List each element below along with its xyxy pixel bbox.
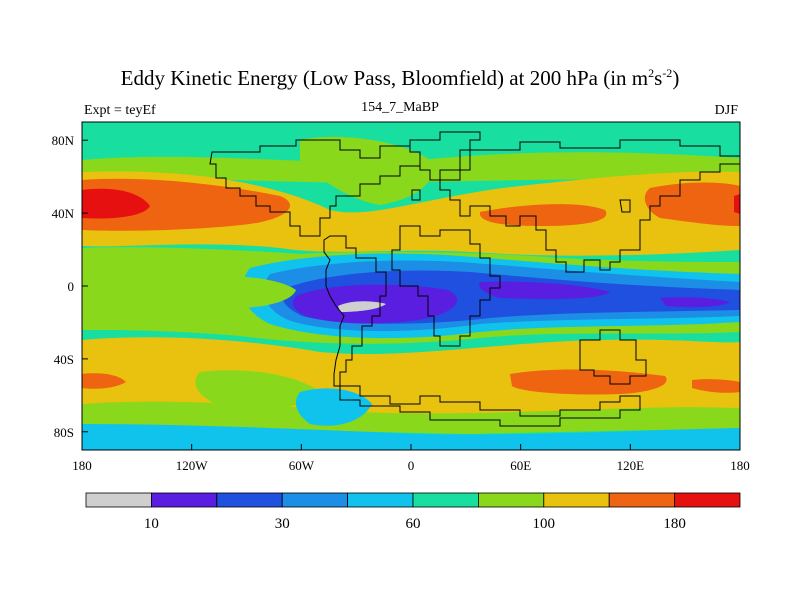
title-sup-2: -2 bbox=[662, 66, 673, 80]
y-tick-label: 80S bbox=[54, 425, 74, 440]
coast-uk bbox=[411, 189, 421, 201]
colorbar-swatch bbox=[477, 492, 545, 508]
field-atlantic-green bbox=[300, 136, 432, 205]
field-north-orange-far-east bbox=[644, 182, 740, 226]
x-tick-label: 60W bbox=[289, 458, 315, 473]
field-north-orange-east bbox=[479, 204, 607, 226]
x-axis: 180 120W 60W 0 60E 120E 180 bbox=[72, 444, 750, 473]
colorbar-swatch bbox=[281, 492, 349, 508]
coast-japan bbox=[619, 199, 631, 213]
run-label: 154_7_MaBP bbox=[361, 100, 439, 115]
title-main: Eddy Kinetic Energy (Low Pass, Bloomfiel… bbox=[120, 66, 649, 90]
y-tick-label: 40N bbox=[52, 206, 75, 221]
y-tick-label: 40S bbox=[54, 352, 74, 367]
x-tick-label: 60E bbox=[510, 458, 531, 473]
field-pacific-green-patch bbox=[182, 276, 296, 309]
field-south-green-band bbox=[82, 401, 740, 434]
coast-south-america bbox=[323, 235, 387, 387]
experiment-label: Expt = teyEf bbox=[84, 103, 156, 118]
x-tick-label: 120E bbox=[617, 458, 645, 473]
colorbar-label: 10 bbox=[144, 516, 159, 532]
colorbar-label: 60 bbox=[406, 516, 421, 532]
field-north-orange-west bbox=[82, 178, 290, 231]
coast-australia bbox=[579, 329, 647, 385]
field-north-red-west bbox=[82, 188, 150, 219]
y-tick-label: 0 bbox=[68, 279, 75, 294]
title-close: ) bbox=[672, 66, 680, 90]
coast-africa bbox=[391, 225, 501, 347]
colorbar-label: 30 bbox=[275, 516, 290, 532]
colorbar-swatch bbox=[347, 492, 414, 508]
field-tropics-min-core bbox=[338, 301, 386, 312]
colorbar-swatch bbox=[216, 492, 283, 508]
y-axis: 80N 40N 0 40S 80S bbox=[52, 133, 88, 440]
field-south-orange-far-east bbox=[692, 379, 740, 393]
colorbar: 10 30 60 100 180 bbox=[85, 492, 741, 532]
field-south-orange-west bbox=[82, 373, 126, 389]
chart-title: Eddy Kinetic Energy (Low Pass, Bloomfiel… bbox=[0, 66, 800, 91]
field-tropics-violet-far-east bbox=[660, 297, 730, 308]
season-label: DJF bbox=[714, 103, 738, 118]
field-south-cyan-atlantic bbox=[295, 388, 372, 426]
field-south-cyan bbox=[82, 424, 740, 450]
field-north-red-far-east bbox=[734, 194, 740, 214]
coast-north-america bbox=[209, 139, 421, 237]
colorbar-swatch bbox=[674, 492, 741, 508]
coastline-layer bbox=[209, 131, 740, 427]
colorbar-swatch bbox=[543, 492, 610, 508]
colorbar-swatch bbox=[412, 492, 479, 508]
field-tropics-violet-east bbox=[479, 281, 610, 300]
colorbar-swatch bbox=[608, 492, 676, 508]
contour-fill-layer bbox=[82, 122, 740, 450]
colorbar-swatch bbox=[85, 492, 152, 508]
field-south-green-west bbox=[195, 370, 320, 410]
field-south-orange-east bbox=[510, 369, 667, 395]
coast-eurasia bbox=[439, 139, 740, 273]
title-sup-1: 2 bbox=[648, 66, 655, 80]
title-mid: s bbox=[654, 66, 663, 90]
colorbar-label: 180 bbox=[663, 516, 686, 532]
x-tick-label: 0 bbox=[408, 458, 415, 473]
y-tick-label: 80N bbox=[52, 133, 75, 148]
colorbar-label: 100 bbox=[533, 516, 556, 532]
x-tick-label: 180 bbox=[730, 458, 750, 473]
x-tick-label: 180 bbox=[72, 458, 92, 473]
colorbar-swatch bbox=[150, 492, 218, 508]
x-tick-label: 120W bbox=[176, 458, 209, 473]
coast-antarctica bbox=[339, 385, 641, 427]
